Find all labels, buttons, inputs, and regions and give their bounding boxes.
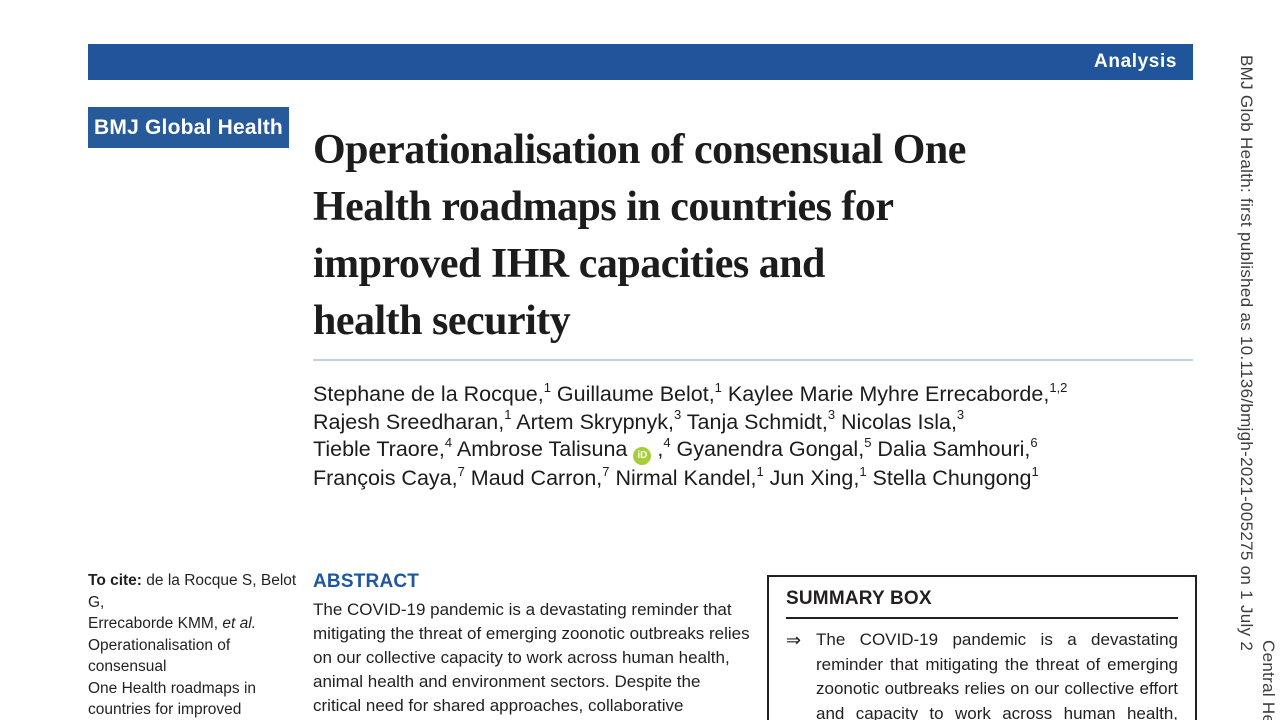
author-affiliation-superscript: 7 — [457, 463, 465, 479]
title-line: health security — [313, 298, 571, 345]
author-line: Stephane de la Rocque,1 Guillaume Belot,… — [313, 379, 1068, 406]
author-affiliation-superscript: 3 — [827, 407, 836, 423]
top-banner: Analysis — [88, 44, 1193, 80]
vertical-citation-text: BMJ Glob Health: first published as 10.1… — [1237, 55, 1256, 652]
author-affiliation-superscript: 1 — [859, 463, 867, 479]
citation-segment: To cite: — [88, 572, 142, 589]
author-affiliation-superscript: 4 — [444, 434, 453, 450]
article-type-label: Analysis — [1094, 51, 1177, 72]
summary-item: ⇒ The COVID-19 pandemic is a devastating… — [786, 628, 1178, 720]
author-affiliation-superscript: 1 — [714, 379, 722, 395]
journal-logo: BMJ Global Health — [88, 107, 289, 148]
summary-box-divider — [786, 617, 1178, 619]
author-affiliation-superscript: 7 — [602, 463, 610, 479]
author-affiliation-superscript: 3 — [673, 407, 682, 423]
title-author-divider — [313, 359, 1193, 361]
citation-segment: One Health roadmaps in — [88, 679, 257, 697]
citation-line: To cite: de la Rocque S, Belot G, — [88, 570, 303, 613]
author-line: François Caya,7 Maud Carron,7 Nirmal Kan… — [313, 463, 1039, 490]
vertical-citation-text-continuation: Central Hea — [1259, 640, 1278, 720]
author-list: Stephane de la Rocque,1 Guillaume Belot,… — [313, 381, 1208, 493]
summary-box-heading: SUMMARY BOX — [786, 588, 932, 609]
author-affiliation-superscript: 5 — [864, 434, 872, 450]
citation-segment: Operationalisation of consensual — [88, 636, 231, 676]
author-affiliation-superscript: 1 — [543, 379, 551, 395]
citation-line: Operationalisation of consensual — [88, 635, 303, 678]
citation-line: One Health roadmaps in — [88, 678, 303, 700]
author-affiliation-superscript: 1 — [756, 463, 764, 479]
title-line: Health roadmaps in countries for — [313, 184, 894, 231]
summary-box: SUMMARY BOX ⇒ The COVID-19 pandemic is a… — [767, 575, 1197, 720]
article-title: Operationalisation of consensual One Hea… — [313, 122, 1213, 350]
author-affiliation-superscript: 1 — [504, 407, 512, 423]
title-line: improved IHR capacities and — [313, 241, 825, 288]
author-line: Tieble Traore,4 Ambrose Talisuna iD ,4 G… — [313, 436, 1208, 465]
author-affiliation-superscript: 3 — [956, 407, 965, 423]
abstract-body: The COVID-19 pandemic is a devastating r… — [313, 600, 750, 715]
citation-note: To cite: de la Rocque S, Belot G, Errecab… — [88, 570, 303, 720]
abstract-heading: ABSTRACT — [313, 571, 420, 592]
citation-segment: countries for improved — [88, 701, 242, 718]
arrow-bullet-icon: ⇒ — [786, 630, 802, 650]
citation-line: Errecaborde KMM, et al. — [88, 613, 303, 635]
title-line: Operationalisation of consensual One — [313, 127, 966, 174]
abstract-section: ABSTRACT The COVID-19 pandemic is a deva… — [313, 571, 751, 720]
citation-segment: et al. — [222, 615, 256, 632]
citation-segment: Errecaborde KMM, — [88, 615, 223, 632]
summary-item-text: The COVID-19 pandemic is a devastating r… — [816, 630, 1178, 720]
author-line: Rajesh Sreedharan,1 Artem Skrypnyk,3 Tan… — [313, 407, 965, 434]
citation-segment: de la Rocque S, Belot G, — [88, 572, 297, 611]
author-affiliation-superscript: 1,2 — [1049, 379, 1068, 395]
author-affiliation-superscript: 1 — [1031, 463, 1039, 479]
orcid-id-icon[interactable]: iD — [633, 447, 652, 465]
author-affiliation-superscript: 6 — [1030, 434, 1038, 450]
author-affiliation-superscript: 4 — [663, 434, 671, 450]
citation-line: countries for improved — [88, 699, 303, 720]
